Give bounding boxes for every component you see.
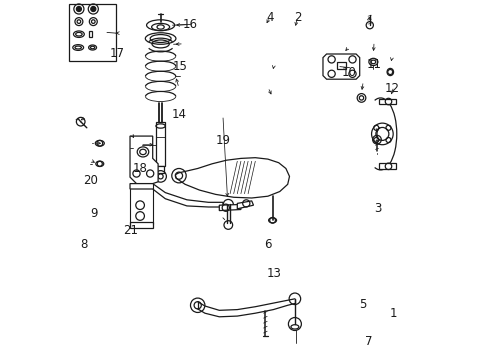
Polygon shape [175, 158, 289, 198]
Text: 2: 2 [293, 11, 301, 24]
Text: 10: 10 [341, 66, 356, 78]
Circle shape [91, 6, 96, 12]
Polygon shape [219, 204, 241, 211]
Polygon shape [130, 184, 223, 207]
Text: 11: 11 [366, 58, 381, 71]
Text: 21: 21 [123, 224, 138, 237]
Bar [69, 4, 115, 61]
Polygon shape [322, 54, 359, 79]
Text: 13: 13 [266, 267, 281, 280]
Text: 1: 1 [389, 307, 397, 320]
Text: 18: 18 [132, 162, 147, 175]
Polygon shape [378, 99, 395, 104]
Text: 17: 17 [110, 47, 124, 60]
Circle shape [76, 6, 81, 12]
Text: 3: 3 [373, 202, 381, 215]
Text: 19: 19 [215, 134, 230, 147]
Polygon shape [157, 166, 163, 173]
Text: 20: 20 [83, 174, 98, 186]
Text: 7: 7 [364, 335, 372, 348]
Text: 8: 8 [81, 238, 88, 251]
Text: 9: 9 [90, 207, 98, 220]
Text: 16: 16 [182, 18, 197, 31]
Polygon shape [378, 163, 395, 169]
Text: 14: 14 [171, 108, 186, 121]
Bar [336, 62, 345, 69]
Polygon shape [156, 122, 165, 166]
Bar [130, 222, 152, 228]
Polygon shape [237, 201, 253, 209]
Polygon shape [130, 136, 158, 184]
Text: 6: 6 [264, 238, 271, 251]
Text: 15: 15 [173, 60, 187, 73]
Text: 4: 4 [265, 11, 273, 24]
Text: 12: 12 [384, 82, 399, 95]
Text: 5: 5 [359, 298, 366, 311]
Bar [89, 31, 92, 37]
